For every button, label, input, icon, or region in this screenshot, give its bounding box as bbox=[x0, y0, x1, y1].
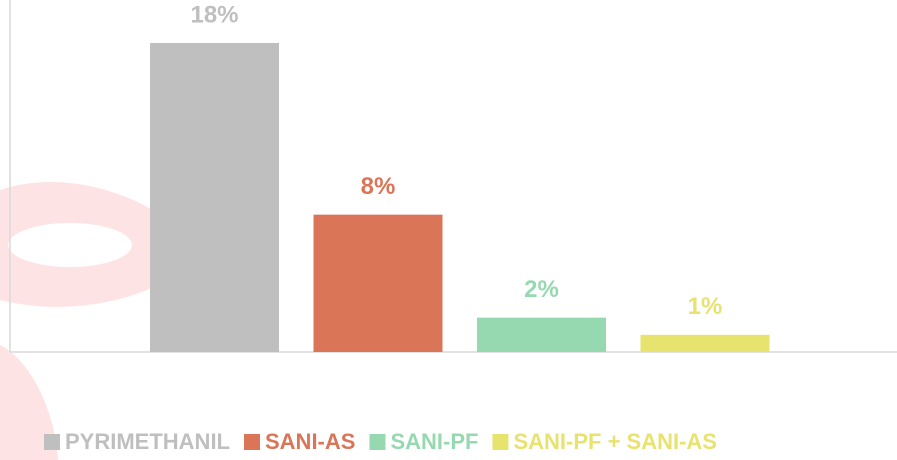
legend-swatch bbox=[44, 434, 60, 450]
decor-hole bbox=[8, 223, 132, 267]
legend-label: PYRIMETHANIL bbox=[65, 429, 230, 454]
legend-swatch bbox=[244, 434, 260, 450]
data-label: 1% bbox=[688, 293, 723, 320]
legend-label: SANI-PF bbox=[390, 429, 478, 454]
legend-swatch bbox=[369, 434, 386, 450]
data-label: 2% bbox=[524, 276, 559, 303]
bar bbox=[640, 334, 770, 352]
legend-swatch bbox=[492, 434, 509, 450]
background-decoration bbox=[0, 182, 175, 460]
decor-circle bbox=[0, 345, 58, 460]
bar bbox=[150, 43, 279, 352]
legend-label: SANI-AS bbox=[265, 429, 355, 454]
data-label: 8% bbox=[361, 173, 396, 200]
data-label: 18% bbox=[190, 1, 238, 28]
bar bbox=[313, 214, 443, 352]
bar bbox=[477, 317, 606, 352]
legend-label: SANI-PF + SANI-AS bbox=[513, 429, 717, 454]
